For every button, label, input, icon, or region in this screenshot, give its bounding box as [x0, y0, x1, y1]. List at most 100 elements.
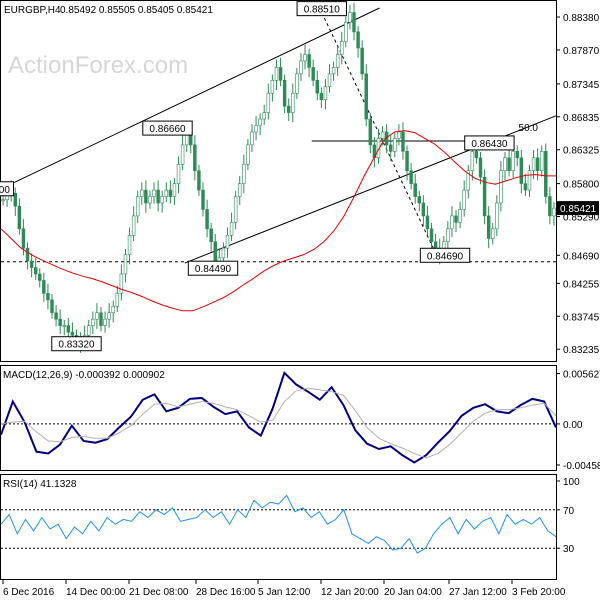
price-bar-body — [148, 196, 152, 204]
price-bar-body — [503, 157, 507, 172]
price-bar-body — [491, 228, 495, 239]
price-bar-body — [115, 293, 120, 307]
price-ytick-label: 0.87345 — [563, 80, 600, 91]
price-bar-body — [176, 163, 181, 184]
price-bar-body — [164, 189, 169, 197]
price-bar-body — [127, 234, 132, 255]
price-bar-body — [499, 170, 503, 204]
watermark: ActionForex.com — [8, 52, 188, 79]
price-bar-body — [58, 318, 62, 326]
macd-ytick-label: 0.005627 — [563, 370, 600, 381]
x-tick-label: 5 Jan 12:00 — [258, 587, 311, 598]
price-bar-body — [335, 54, 340, 68]
macd-signal-line — [0, 387, 557, 459]
price-bar-body — [507, 157, 511, 172]
price-bar-body — [99, 312, 103, 326]
price-label-text: 0.83320 — [58, 340, 95, 351]
price-bar-body — [450, 215, 454, 230]
price-label: 0.86430 — [464, 135, 515, 151]
price-bar-body — [295, 73, 299, 94]
price-label-text: 00 — [0, 185, 10, 196]
price-bar-body — [429, 228, 434, 243]
price-bar-body — [417, 196, 422, 204]
price-bar-body — [91, 318, 95, 326]
price-layer: 0.88510 0.86660 0.84490 0.83320 0.84690 0.864… — [0, 1, 557, 353]
price-bar-body — [246, 144, 250, 165]
price-ytick-label: 0.85290 — [563, 213, 600, 224]
price-bar-body — [539, 151, 544, 172]
macd-layer — [0, 371, 557, 464]
price-bar-body — [446, 228, 450, 243]
price-bar-body — [340, 41, 344, 55]
price-bar-body — [144, 189, 148, 204]
price-bar-body — [25, 247, 30, 262]
price-bar-body — [433, 241, 438, 249]
price-bar-body — [17, 205, 22, 230]
price-label: 0.84490 — [187, 260, 239, 276]
price-bar-body — [515, 151, 519, 159]
price-bar-body — [123, 254, 128, 275]
price-bar-body — [119, 273, 124, 294]
price-bar-body — [486, 215, 491, 239]
price-bar-body — [380, 131, 385, 139]
price-bar-body — [62, 325, 66, 327]
price-bar-body — [21, 228, 26, 249]
price-bar-body — [478, 157, 483, 178]
price-bar-body — [205, 209, 209, 230]
price-label: 0.84690 — [419, 247, 471, 263]
price-bar-body — [482, 176, 487, 217]
fall-dashed-line — [321, 12, 438, 256]
price-label-text: 0.84490 — [195, 264, 232, 275]
price-bar-body — [46, 293, 50, 301]
price-bar-body — [111, 305, 115, 314]
price-bar-body — [42, 280, 46, 294]
price-label-text: 0.84690 — [427, 251, 464, 262]
price-bar-body — [511, 151, 515, 172]
price-bar-body — [131, 215, 136, 236]
price-bar-body — [254, 125, 258, 133]
price-ytick-label: 0.84255 — [563, 279, 600, 290]
price-bar-body — [197, 170, 201, 191]
price-ytick-label: 0.88380 — [563, 13, 600, 24]
price-bar-body — [54, 312, 58, 320]
price-bar-body — [531, 157, 536, 172]
macd-ytick-label: 0.00 — [563, 420, 583, 431]
price-bar-body — [29, 260, 34, 268]
price-bar-body — [315, 80, 319, 94]
price-bar-body — [352, 12, 356, 33]
price-bar-body — [409, 170, 413, 184]
price-label: 0.88510 — [296, 1, 347, 17]
price-bar-body — [344, 21, 348, 42]
price-bar-body — [474, 151, 479, 159]
price-bar-body — [221, 247, 226, 259]
price-bar-body — [368, 118, 373, 146]
price-bar-body — [466, 170, 470, 191]
moving-average-line — [0, 130, 556, 312]
price-bar-body — [413, 183, 417, 197]
price-label: 00 — [0, 181, 15, 197]
price-bar-body — [156, 189, 160, 204]
price-bar-body — [172, 183, 177, 197]
macd-panel-frame — [0, 365, 557, 471]
price-bar-body — [180, 144, 185, 165]
x-tick-label: 3 Feb 20:00 — [512, 587, 566, 598]
current-price-label: 0.85421 — [560, 204, 597, 215]
price-ytick-label: 0.86325 — [563, 146, 600, 157]
price-panel-frame — [0, 0, 557, 362]
rsi-panel-frame — [0, 474, 557, 580]
price-bar-body — [303, 54, 307, 62]
price-bar-body — [33, 267, 38, 275]
price-bar-body — [401, 131, 405, 152]
price-bar-body — [286, 105, 291, 113]
price-bar-body — [356, 31, 360, 49]
price-bar-body — [282, 80, 287, 107]
price-label-box — [464, 135, 515, 151]
price-ytick-label: 0.84690 — [563, 251, 600, 262]
price-bar-body — [140, 189, 144, 197]
macd-ytick-label: -0.004586 — [563, 461, 600, 472]
price-bar-body — [70, 331, 75, 336]
price-label-text: 0.86430 — [471, 139, 508, 150]
price-bar-body — [107, 312, 111, 320]
